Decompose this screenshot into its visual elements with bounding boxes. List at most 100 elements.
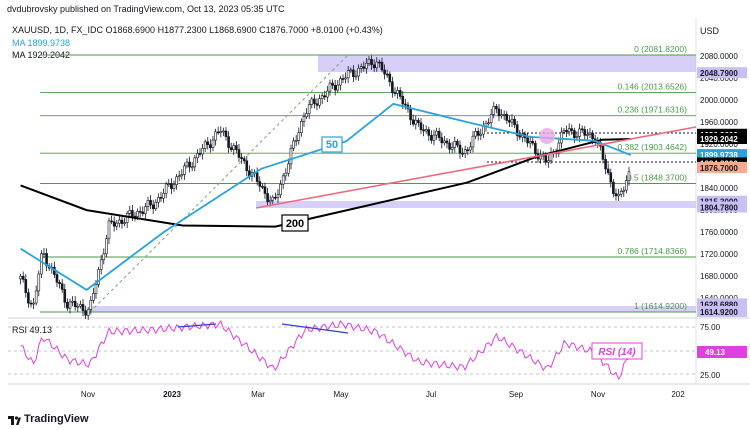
candle-body [123, 222, 126, 224]
candle-body [268, 199, 272, 203]
candle-body [528, 141, 532, 144]
price-tick: 1680.0000 [700, 272, 738, 281]
candle-body [289, 147, 293, 165]
ma50-legend[interactable]: MA 1899.9738 [12, 38, 71, 48]
candle-body [79, 304, 82, 307]
candle-body [370, 59, 373, 66]
candle-body [118, 219, 121, 224]
price-tick: 2000.0000 [700, 96, 738, 105]
candle-body [362, 66, 366, 69]
candle-body [276, 194, 280, 198]
candle-body [211, 139, 215, 149]
ma200-line [20, 138, 631, 228]
candle-body [427, 129, 431, 136]
price-tag-label: 1876.7000 [700, 164, 738, 173]
candle-body [453, 141, 457, 148]
candle-body [495, 106, 498, 110]
candle-body [331, 82, 334, 86]
candle-body [336, 84, 340, 91]
candle-body [261, 186, 264, 188]
candle-body [144, 206, 147, 214]
candle-body [115, 222, 119, 227]
candle-body [102, 253, 106, 261]
candle-body [19, 275, 22, 280]
candle-body [281, 175, 285, 185]
candle-body [380, 61, 384, 71]
candle-body [557, 142, 561, 154]
candle-body [513, 118, 516, 126]
candle-body [112, 221, 116, 227]
candle-body [240, 157, 243, 159]
candle-body [24, 279, 28, 293]
fib-label: 1 (1614.9200) [634, 301, 687, 311]
candle-body [463, 149, 467, 154]
candle-body [487, 122, 490, 125]
fib-label: 0.382 (1903.4642) [618, 142, 688, 152]
fib-label: 0 (2081.8200) [634, 44, 687, 54]
price-tick: 1960.0000 [700, 118, 738, 127]
time-tick: Jul [426, 390, 436, 399]
time-tick: May [333, 390, 348, 399]
candle-body [198, 153, 202, 155]
brand-name[interactable]: TradingView [24, 413, 89, 425]
candle-body [476, 130, 480, 136]
candle-body [333, 84, 337, 91]
candle-body [167, 183, 171, 186]
candle-body [203, 141, 207, 149]
candle-body [500, 114, 503, 117]
candle-body [508, 120, 511, 123]
candle-body [313, 98, 316, 104]
candlestick-series [19, 55, 631, 320]
candle-body [188, 161, 191, 168]
price-tag-label: 2048.7900 [700, 69, 738, 78]
candle-body [440, 137, 444, 144]
candle-body [367, 59, 371, 64]
candle-body [154, 201, 158, 209]
candle-body [385, 73, 389, 76]
candle-body [89, 300, 93, 310]
candle-body [435, 130, 438, 136]
candle-body [544, 155, 548, 163]
candle-body [209, 144, 212, 149]
candle-body [92, 293, 95, 301]
candle-body [417, 119, 420, 124]
price-tag-box [697, 306, 747, 317]
candle-body [162, 192, 165, 199]
candle-body [388, 73, 392, 83]
candle-body [73, 300, 77, 307]
crossover-highlight [539, 128, 555, 144]
candle-body [81, 304, 85, 311]
candle-body [60, 283, 64, 290]
candle-body [622, 189, 626, 192]
candle-body [297, 132, 301, 141]
rising-trendline [255, 126, 697, 209]
price-tag-box [697, 201, 747, 213]
candle-body [157, 197, 160, 203]
candle-body [214, 131, 217, 141]
candle-body [354, 75, 358, 78]
rsi-value-tag: 49.13 [705, 348, 726, 357]
candle-body [588, 132, 592, 135]
price-tag-label: 1628.6880 [700, 300, 738, 309]
fib-label: 0.236 (1971.6316) [618, 105, 688, 115]
candle-body [625, 180, 628, 191]
candle-body [409, 108, 412, 121]
candle-body [575, 136, 579, 138]
ma50-line [20, 102, 632, 291]
candle-body [255, 172, 259, 182]
candle-body [456, 141, 459, 146]
candle-body [219, 131, 223, 133]
candle-body [352, 69, 355, 77]
candle-body [172, 184, 176, 189]
candle-body [328, 82, 332, 92]
candle-body [466, 149, 470, 152]
candle-body [34, 290, 38, 304]
candle-body [146, 200, 150, 207]
candle-body [606, 168, 610, 174]
candle-body [216, 131, 220, 134]
candle-body [547, 160, 550, 163]
fib-label: 0.786 (1714.8366) [618, 246, 688, 256]
candle-body [560, 131, 563, 144]
price-tag-box [697, 149, 747, 161]
